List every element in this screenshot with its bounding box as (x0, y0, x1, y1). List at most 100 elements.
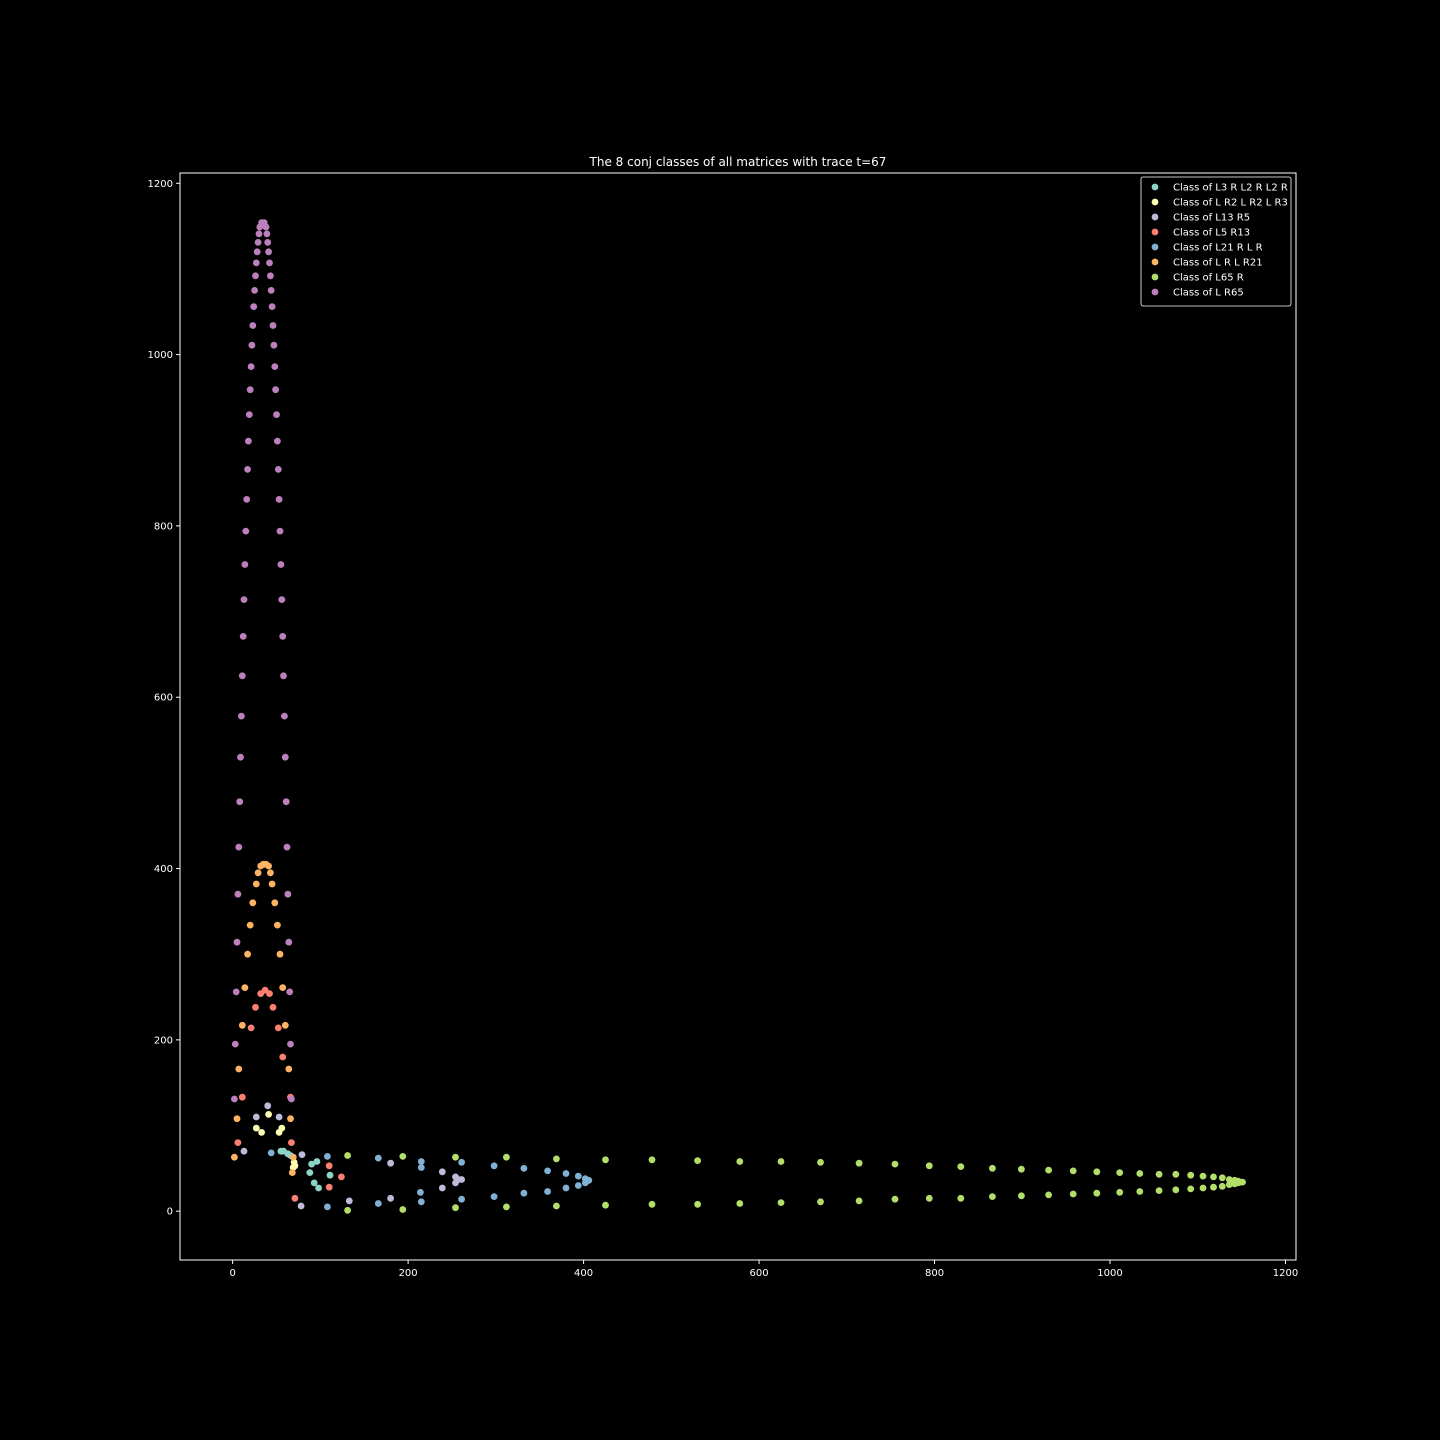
data-point (236, 798, 244, 806)
data-point (1172, 1186, 1180, 1194)
data-point (271, 363, 279, 370)
data-point (399, 1206, 407, 1213)
data-point (267, 287, 275, 294)
data-point (276, 950, 284, 958)
data-point (286, 988, 294, 996)
legend-marker (1151, 288, 1159, 296)
data-point (240, 1147, 248, 1155)
series-1 (252, 1111, 299, 1171)
data-point (1187, 1171, 1195, 1179)
data-point (520, 1189, 528, 1197)
data-point (736, 1158, 744, 1165)
data-point (438, 1184, 446, 1192)
data-point (855, 1197, 863, 1205)
data-point (233, 1115, 241, 1123)
data-point (255, 230, 263, 238)
data-point (231, 1095, 238, 1103)
data-point (256, 223, 264, 231)
data-point (694, 1200, 701, 1208)
data-point (891, 1160, 899, 1168)
data-point (231, 1040, 239, 1048)
data-point (1172, 1170, 1180, 1178)
data-point (399, 1153, 407, 1160)
y-tick-label: 600 (154, 693, 173, 704)
data-point (284, 1150, 292, 1158)
data-point (282, 798, 290, 806)
data-point (252, 880, 260, 888)
data-point (257, 990, 265, 997)
data-point (325, 1162, 333, 1170)
legend-label: Class of L21 R L R (1173, 243, 1263, 254)
data-point (277, 561, 285, 568)
data-point (1199, 1184, 1207, 1192)
data-point (1045, 1191, 1052, 1199)
data-point (266, 990, 273, 997)
data-point (252, 1113, 260, 1121)
data-point (574, 1172, 582, 1180)
data-point (777, 1158, 785, 1165)
data-point (417, 1198, 425, 1206)
data-point (602, 1156, 609, 1164)
data-point (278, 1124, 286, 1132)
data-point (452, 1153, 459, 1161)
data-point (553, 1202, 560, 1210)
data-point (891, 1195, 899, 1203)
data-point (490, 1162, 498, 1170)
data-point (245, 411, 253, 418)
data-point (1155, 1170, 1163, 1178)
data-point (241, 984, 249, 991)
data-point (284, 890, 292, 898)
data-point (265, 862, 272, 870)
data-point (310, 1179, 318, 1187)
data-point (777, 1199, 785, 1206)
data-point (490, 1193, 498, 1200)
data-point (285, 1065, 293, 1073)
data-point (458, 1158, 465, 1166)
data-point (276, 527, 284, 535)
data-point (1045, 1166, 1052, 1174)
legend-box (1140, 176, 1292, 307)
data-point (417, 1164, 425, 1171)
data-point (817, 1198, 824, 1206)
ticks-layer: 0 200 400 600 800 1000 1200 0 200 400 600 800 1000 12… (148, 179, 1299, 1279)
data-point (265, 248, 272, 256)
data-point (298, 1151, 306, 1158)
legend-label: Class of L R L R21 (1173, 258, 1263, 269)
data-point (817, 1158, 824, 1166)
data-point (324, 1203, 331, 1211)
data-point (417, 1158, 425, 1165)
data-point (269, 322, 277, 329)
y-tick-label: 0 (167, 1207, 173, 1218)
data-point (387, 1159, 394, 1167)
legend-label: Class of L65 R (1173, 273, 1244, 284)
data-point (1018, 1192, 1025, 1200)
y-tick-label: 1200 (148, 179, 173, 190)
data-point (274, 1024, 282, 1032)
data-point (262, 223, 270, 231)
data-point (1218, 1182, 1226, 1190)
data-point (238, 1021, 246, 1029)
data-point (1218, 1174, 1226, 1182)
data-point (270, 341, 278, 349)
data-point (272, 386, 279, 394)
data-point (374, 1200, 382, 1207)
legend-marker (1151, 228, 1159, 236)
data-point (562, 1184, 570, 1192)
x-tick-label: 800 (925, 1268, 944, 1279)
data-point (452, 1204, 459, 1212)
legend-marker (1151, 198, 1159, 206)
data-point (246, 386, 254, 394)
data-point (252, 259, 260, 267)
data-point (267, 1149, 275, 1157)
data-point (280, 672, 287, 680)
x-tick-label: 1200 (1273, 1268, 1298, 1279)
data-point (291, 1194, 299, 1202)
data-point (279, 633, 287, 640)
data-point (231, 1153, 238, 1161)
data-point (289, 1153, 297, 1161)
data-point (326, 1171, 334, 1179)
data-point (308, 1160, 315, 1168)
data-point (338, 1173, 345, 1181)
data-point (1155, 1187, 1163, 1194)
